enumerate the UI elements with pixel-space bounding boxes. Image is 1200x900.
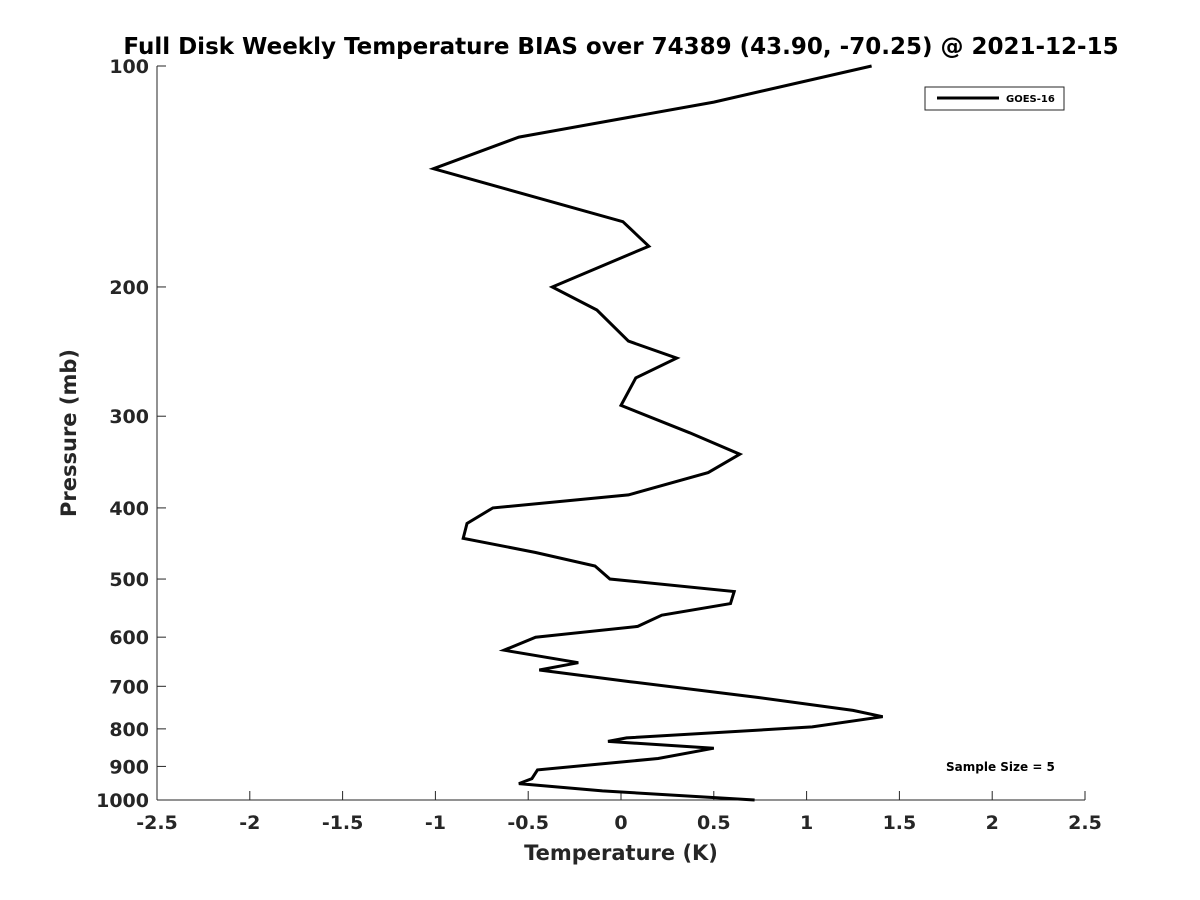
y-tick-label: 1000: [96, 790, 149, 812]
x-tick-label: 0: [614, 812, 627, 834]
y-tick-label: 100: [109, 56, 149, 78]
chart-title: Full Disk Weekly Temperature BIAS over 7…: [123, 34, 1118, 60]
x-tick-label: -1: [425, 812, 446, 834]
legend: GOES-16: [924, 86, 1065, 111]
y-tick-label: 500: [109, 569, 149, 591]
y-tick-label: 700: [109, 676, 149, 698]
x-tick-label: -2: [239, 812, 260, 834]
x-tick-label: 2.5: [1068, 812, 1102, 834]
x-tick-label: 1: [800, 812, 813, 834]
x-tick-label: -2.5: [136, 812, 178, 834]
y-tick-label: 900: [109, 756, 149, 778]
x-tick-label: 0.5: [697, 812, 731, 834]
y-tick-label: 600: [109, 627, 149, 649]
y-tick-label: 300: [109, 406, 149, 428]
x-tick-label: -1.5: [322, 812, 364, 834]
x-tick-label: 1.5: [883, 812, 917, 834]
plot-axes: [156, 66, 1085, 801]
y-tick-label: 800: [109, 719, 149, 741]
x-axis-label: Temperature (K): [524, 841, 718, 865]
sample-size-note: Sample Size = 5: [946, 760, 1055, 774]
x-tick-label: 2: [986, 812, 999, 834]
y-tick-label: 400: [109, 498, 149, 520]
legend-label-goes-16: GOES-16: [1006, 94, 1055, 105]
series-line-goes-16: [428, 64, 884, 802]
x-tick-group: -2.5 -2 -1.5 -1 -0.5 0 0.5 1 1.5 2 2.5: [136, 791, 1102, 834]
series-layer: [428, 64, 884, 802]
y-tick-label: 200: [109, 277, 149, 299]
y-axis-label: Pressure (mb): [57, 349, 81, 517]
y-tick-group: 100 200 300 400 500 600 700 800 900 1000: [96, 56, 166, 812]
x-tick-label: -0.5: [507, 812, 549, 834]
